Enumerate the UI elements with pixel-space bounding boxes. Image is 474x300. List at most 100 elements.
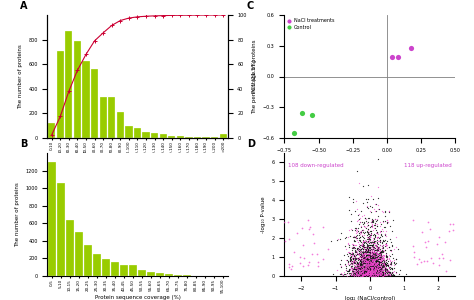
Point [382, 219, 389, 224]
Point [353, 269, 361, 274]
Point [381, 266, 389, 271]
Point [367, 262, 374, 267]
Point [365, 227, 372, 232]
Point [382, 265, 390, 270]
Point [373, 235, 381, 239]
Point [348, 265, 356, 270]
Point [371, 256, 379, 261]
Point [373, 266, 380, 271]
Point [343, 264, 350, 268]
Point [374, 273, 382, 278]
Point [366, 270, 374, 274]
Point [346, 263, 353, 268]
Point [354, 273, 361, 278]
Point [376, 273, 384, 278]
Point [384, 272, 392, 277]
Point [366, 250, 374, 255]
Point [363, 267, 370, 272]
Point [373, 260, 380, 265]
Point [370, 264, 377, 269]
Point [370, 269, 378, 274]
Point [363, 268, 371, 273]
Point [369, 253, 377, 258]
Point [370, 236, 378, 241]
Point [380, 269, 387, 274]
Point [357, 254, 365, 259]
Point [355, 269, 363, 274]
Point [369, 272, 376, 277]
Point [377, 270, 384, 274]
Point [364, 258, 372, 263]
Point [371, 273, 379, 278]
Point [370, 249, 377, 254]
Point [354, 270, 361, 274]
Point [359, 248, 366, 253]
Point [355, 248, 362, 253]
Point [370, 268, 378, 272]
Point [373, 268, 380, 273]
Point [368, 265, 375, 269]
Point [378, 269, 385, 274]
Point [367, 263, 375, 268]
Point [356, 269, 363, 274]
Point [358, 273, 366, 278]
Point [364, 247, 372, 252]
Point [376, 273, 383, 278]
Point [358, 270, 365, 275]
Point [364, 259, 371, 263]
Point [392, 244, 399, 249]
Point [376, 254, 384, 259]
Point [382, 209, 389, 214]
Point [356, 230, 364, 234]
Point [349, 255, 357, 260]
Point [378, 254, 385, 258]
Point [355, 263, 362, 268]
Point [356, 246, 363, 251]
Point [363, 264, 371, 269]
Point [363, 271, 371, 276]
Point [305, 259, 313, 264]
Point [358, 261, 366, 266]
Point [367, 255, 375, 260]
Point [369, 270, 377, 275]
Point [369, 269, 377, 274]
Point [380, 271, 387, 276]
Point [376, 252, 383, 257]
Point [354, 267, 361, 272]
Point [358, 246, 366, 250]
Point [375, 270, 383, 275]
Point [356, 274, 364, 278]
Point [365, 271, 372, 276]
Point [359, 258, 367, 263]
Point [374, 272, 382, 277]
Point [356, 270, 364, 275]
Point [353, 259, 361, 264]
Point [378, 259, 386, 264]
Point [353, 264, 360, 269]
Point [368, 273, 375, 278]
Point [382, 270, 389, 274]
Point [369, 243, 377, 248]
Point [349, 250, 356, 255]
Point [366, 266, 374, 270]
Point [363, 265, 370, 270]
Point [355, 270, 363, 274]
Point [361, 270, 369, 274]
Point [370, 270, 377, 274]
Point [354, 257, 362, 262]
Point [368, 262, 375, 266]
Point [366, 256, 374, 261]
Point [359, 272, 366, 277]
Point [363, 244, 370, 249]
Point [364, 222, 372, 227]
Point [373, 270, 381, 275]
Point [380, 273, 388, 278]
Point [366, 271, 374, 275]
Point [360, 223, 368, 228]
Point [379, 261, 386, 266]
Point [352, 236, 360, 240]
Point [371, 259, 378, 264]
Point [353, 250, 361, 254]
Point [363, 247, 371, 252]
Point [370, 245, 377, 250]
